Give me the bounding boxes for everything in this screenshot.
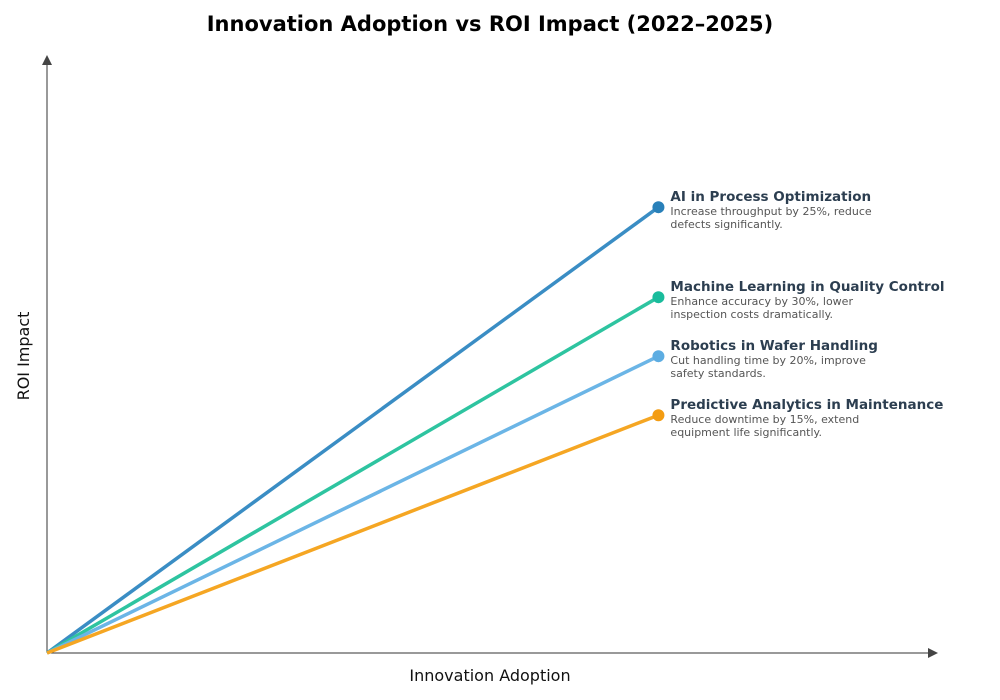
series-label: Predictive Analytics in Maintenance	[670, 397, 943, 413]
series-label: AI in Process Optimization	[670, 189, 871, 205]
series-line	[45, 205, 660, 655]
y-axis-arrow-icon	[42, 55, 52, 65]
series-description: Increase throughput by 25%, reduce	[670, 205, 872, 218]
series-end-point	[652, 409, 665, 422]
series-line	[46, 295, 660, 655]
series-label: Robotics in Wafer Handling	[670, 338, 877, 354]
series-line	[46, 354, 660, 655]
series-label: Machine Learning in Quality Control	[670, 279, 944, 295]
series-description: safety standards.	[670, 367, 765, 380]
series-description: equipment life significantly.	[670, 426, 822, 439]
x-axis-arrow-icon	[928, 648, 938, 658]
series-description: Enhance accuracy by 30%, lower	[670, 295, 853, 308]
series-end-point	[652, 291, 665, 304]
series-description: Cut handling time by 20%, improve	[670, 354, 866, 367]
series-description: inspection costs dramatically.	[670, 308, 833, 321]
series-end-point	[652, 350, 665, 363]
series-description: defects significantly.	[670, 218, 782, 231]
series-line	[46, 413, 660, 655]
chart-title: Innovation Adoption vs ROI Impact (2022–…	[207, 12, 774, 36]
series-end-point	[652, 201, 665, 214]
series-description: Reduce downtime by 15%, extend	[670, 413, 859, 426]
x-axis-label: Innovation Adoption	[409, 666, 570, 685]
y-axis-label: ROI Impact	[14, 312, 33, 401]
